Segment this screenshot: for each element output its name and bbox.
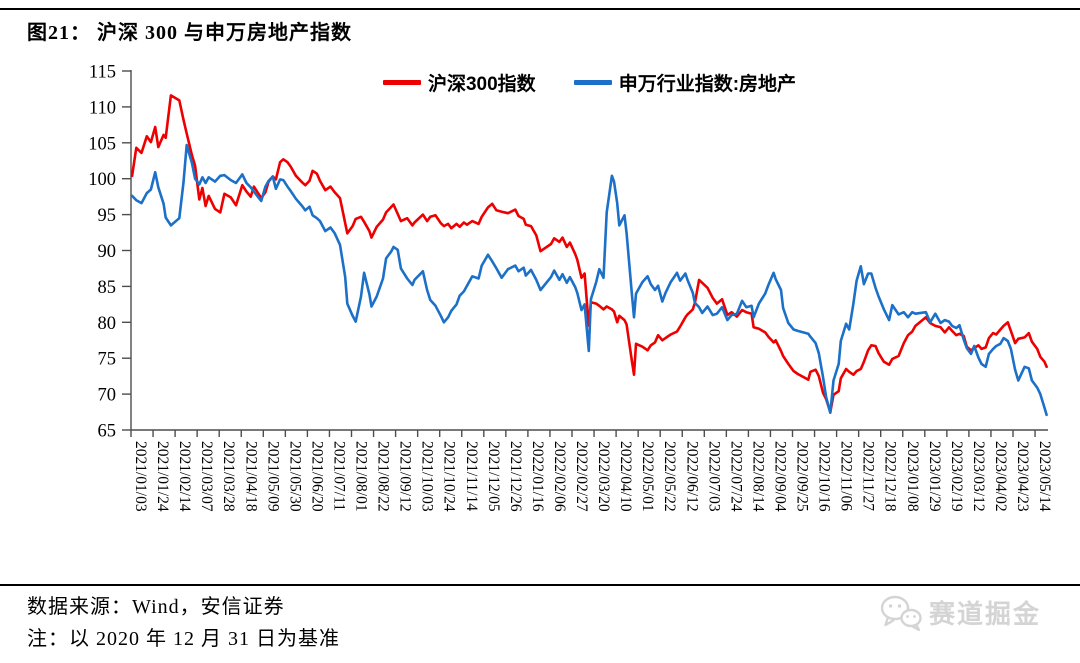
- x-tick-label: 2021/10/24: [441, 441, 458, 512]
- x-tick-label: 2022/02/27: [573, 441, 590, 512]
- x-tick-label: 2023/01/29: [926, 441, 943, 512]
- x-tick-label: 2022/07/03: [705, 441, 722, 512]
- wechat-icon: [880, 595, 922, 631]
- x-tick-label: 2021/11/14: [463, 441, 480, 511]
- y-tick-label: 80: [98, 314, 117, 334]
- x-tick-label: 2021/12/26: [507, 441, 524, 512]
- baseline-note: 注：以 2020 年 12 月 31 日为基准: [27, 628, 340, 650]
- legend-item-csi300: 沪深300指数: [382, 69, 536, 96]
- bottom-divider: [0, 584, 1080, 586]
- x-tick-label: 2021/01/03: [132, 441, 149, 512]
- figure-title: 图21： 沪深 300 与申万房地产指数: [27, 22, 352, 44]
- y-tick-label: 100: [88, 170, 116, 190]
- x-tick-label: 2023/04/02: [992, 441, 1009, 512]
- x-tick-label: 2022/03/20: [595, 441, 612, 512]
- x-tick-label: 2022/05/22: [661, 441, 678, 512]
- x-tick-label: 2021/08/22: [375, 441, 392, 512]
- x-tick-label: 2023/05/14: [1036, 441, 1053, 512]
- y-tick-label: 65: [98, 422, 117, 442]
- y-tick-label: 95: [98, 206, 117, 226]
- x-tick-label: 2023/03/12: [970, 441, 987, 512]
- x-tick-label: 2021/03/28: [220, 441, 237, 512]
- data-source-note: 数据来源：Wind，安信证券: [27, 596, 285, 618]
- x-tick-label: 2021/09/12: [397, 441, 414, 512]
- x-tick-label: 2022/04/10: [617, 441, 634, 512]
- x-tick-label: 2022/09/25: [794, 441, 811, 512]
- x-tick-label: 2022/05/01: [639, 441, 656, 512]
- x-tick-label: 2021/02/14: [176, 441, 193, 512]
- x-tick-label: 2021/03/07: [198, 441, 215, 512]
- x-tick-label: 2022/11/27: [860, 441, 877, 511]
- y-tick-label: 75: [98, 350, 117, 370]
- x-tick-label: 2022/01/16: [529, 441, 546, 512]
- x-tick-label: 2022/09/04: [771, 441, 788, 512]
- y-tick-label: 115: [89, 63, 116, 83]
- csi300-line-swatch: [382, 79, 421, 85]
- x-tick-label: 2022/07/24: [727, 441, 744, 512]
- x-tick-label: 2021/05/30: [286, 441, 303, 512]
- x-tick-label: 2021/06/20: [308, 441, 325, 512]
- y-tick-label: 110: [89, 98, 116, 118]
- x-tick-label: 2021/05/09: [264, 441, 281, 512]
- legend-label-csi300: 沪深300指数: [427, 73, 536, 95]
- chart-legend: 沪深300指数 申万行业指数:房地产: [131, 69, 1048, 96]
- x-tick-label: 2022/10/16: [816, 441, 833, 512]
- x-tick-label: 2022/11/06: [838, 441, 855, 511]
- x-tick-label: 2022/06/12: [683, 441, 700, 512]
- y-tick-label: 105: [88, 134, 116, 154]
- x-tick-label: 2023/02/19: [948, 441, 965, 512]
- watermark: 赛道掘金: [880, 594, 1041, 631]
- x-tick-label: 2022/12/18: [882, 441, 899, 512]
- x-tick-label: 2021/07/11: [330, 441, 347, 511]
- top-divider: [0, 8, 1080, 10]
- csi300-line: [130, 94, 1048, 414]
- x-tick-label: 2023/01/08: [904, 441, 921, 512]
- x-tick-label: 2021/08/01: [353, 441, 370, 512]
- legend-label-sw-realestate: 申万行业指数:房地产: [618, 73, 797, 95]
- y-tick-label: 90: [98, 242, 117, 262]
- y-tick-label: 85: [98, 278, 117, 298]
- x-tick-label: 2021/12/05: [485, 441, 502, 512]
- legend-item-sw-realestate: 申万行业指数:房地产: [573, 69, 797, 96]
- x-tick-label: 2022/08/14: [749, 441, 766, 512]
- y-tick-label: 70: [98, 386, 117, 406]
- x-tick-label: 2021/04/18: [242, 441, 259, 512]
- x-tick-label: 2023/04/23: [1014, 441, 1031, 512]
- x-tick-label: 2021/10/03: [419, 441, 436, 512]
- watermark-text: 赛道掘金: [929, 599, 1042, 629]
- sw-realestate-line: [130, 143, 1048, 417]
- sw-realestate-line-swatch: [573, 79, 612, 85]
- x-tick-label: 2021/01/24: [154, 441, 171, 512]
- axis-frame: [130, 70, 1048, 431]
- x-tick-label: 2022/02/06: [551, 441, 568, 512]
